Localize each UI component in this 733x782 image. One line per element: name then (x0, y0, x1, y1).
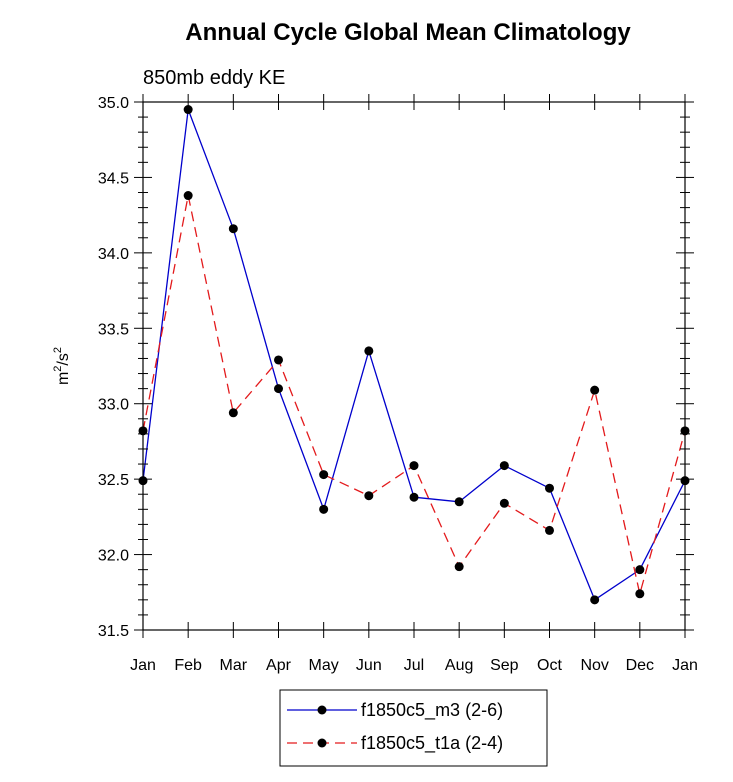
legend: f1850c5_m3 (2-6) f1850c5_t1a (2-4) (279, 689, 548, 767)
y-tick-label: 32.5 (98, 472, 129, 489)
plot-frame (142, 101, 686, 631)
series-line-0 (142, 108, 686, 601)
legend-label-t1a: f1850c5_t1a (2-4) (361, 733, 503, 754)
x-tick-label: Dec (626, 657, 654, 674)
x-tick-label: Nov (580, 657, 608, 674)
x-tick-label: Sep (490, 657, 519, 674)
y-tick-label: 34.5 (98, 170, 129, 187)
data-point-series-0 (319, 504, 329, 514)
data-point-series-0 (499, 461, 509, 471)
data-point-series-1 (590, 385, 600, 395)
y-tick-label: 33.0 (98, 397, 129, 414)
y-tick-label: 35.0 (98, 95, 129, 112)
data-point-series-0 (590, 595, 600, 605)
x-tick-label: Mar (220, 657, 248, 674)
data-point-series-1 (545, 525, 554, 535)
data-point-series-1 (228, 408, 238, 418)
y-tick-label: 34.0 (98, 246, 129, 263)
x-tick-label: Oct (537, 657, 562, 674)
series-line-1 (142, 194, 686, 595)
data-point-series-1 (454, 562, 464, 572)
data-point-series-0 (545, 483, 554, 493)
legend-marker-t1a (317, 738, 327, 748)
data-point-series-1 (183, 191, 193, 201)
series-layer (138, 105, 690, 605)
x-tick-label: Feb (174, 657, 202, 674)
x-tick-label: Jan (672, 657, 698, 674)
x-tick-label: Jun (356, 657, 382, 674)
x-tick-label: Aug (445, 657, 473, 674)
y-tick-label: 32.0 (98, 548, 129, 565)
data-point-series-0 (364, 346, 374, 356)
data-point-series-0 (635, 565, 645, 575)
x-tick-label: Jul (404, 657, 424, 674)
data-point-series-1 (499, 498, 509, 508)
data-point-series-0 (228, 224, 238, 234)
data-point-series-1 (635, 589, 645, 599)
data-point-series-1 (409, 461, 419, 471)
x-tick-label: May (309, 657, 339, 674)
chart-subtitle: 850mb eddy KE (143, 67, 285, 89)
data-point-series-1 (274, 355, 283, 365)
legend-marker-m3 (317, 705, 327, 715)
legend-box (279, 689, 548, 767)
data-point-series-1 (364, 491, 374, 501)
data-point-series-0 (274, 384, 283, 394)
data-point-series-0 (409, 492, 419, 502)
legend-label-m3: f1850c5_m3 (2-6) (361, 700, 503, 721)
data-point-series-0 (454, 497, 464, 507)
y-axis-label: m2/s2 (52, 347, 72, 385)
data-point-series-1 (319, 470, 329, 480)
chart-title: Annual Cycle Global Mean Climatology (185, 19, 631, 46)
x-tick-label: Apr (266, 657, 292, 674)
y-tick-label: 31.5 (98, 623, 129, 640)
y-tick-label: 33.5 (98, 321, 129, 338)
axes-layer: 31.5 32.0 32.5 33.0 33.5 34.0 34.5 35.0 Jan Feb Ma… (98, 94, 698, 674)
x-tick-label: Jan (130, 657, 156, 674)
